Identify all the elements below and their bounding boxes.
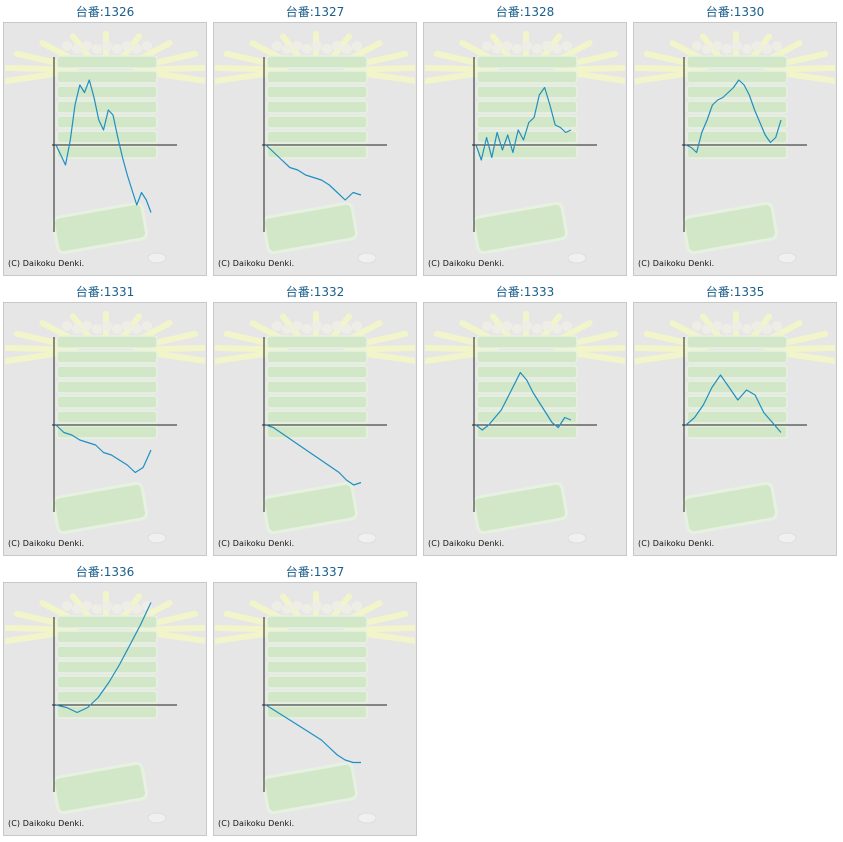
chart-frame: (C) Daikoku Denki. (3, 302, 207, 556)
chart-svg (635, 31, 835, 264)
watermark (635, 311, 835, 544)
chart-title[interactable]: 台番:1330 (705, 5, 765, 19)
series-line (475, 86, 572, 161)
watermark (425, 31, 625, 264)
copyright-text: (C) Daikoku Denki. (428, 259, 505, 268)
series-line (55, 424, 152, 474)
chart-frame: (C) Daikoku Denki. (213, 22, 417, 276)
watermark (425, 311, 625, 544)
chart-title[interactable]: 台番:1328 (495, 5, 555, 19)
copyright-text: (C) Daikoku Denki. (638, 539, 715, 548)
chart-frame: (C) Daikoku Denki. (3, 22, 207, 276)
chart-svg (215, 31, 415, 264)
copyright-text: (C) Daikoku Denki. (428, 539, 505, 548)
chart-title[interactable]: 台番:1337 (285, 565, 345, 579)
chart-frame: (C) Daikoku Denki. (633, 22, 837, 276)
watermark (215, 311, 415, 544)
chart-svg (5, 31, 205, 264)
series-line (685, 374, 782, 433)
chart-title[interactable]: 台番:1326 (75, 5, 135, 19)
watermark (5, 591, 205, 824)
chart-frame: (C) Daikoku Denki. (423, 22, 627, 276)
series-line (265, 704, 361, 764)
chart-svg (5, 311, 205, 544)
series-line (475, 371, 572, 431)
chart-svg (425, 311, 625, 544)
watermark (5, 31, 205, 264)
chart-frame: (C) Daikoku Denki. (213, 582, 417, 836)
copyright-text: (C) Daikoku Denki. (8, 259, 85, 268)
copyright-text: (C) Daikoku Denki. (8, 539, 85, 548)
chart-frame: (C) Daikoku Denki. (633, 302, 837, 556)
copyright-text: (C) Daikoku Denki. (218, 259, 295, 268)
series-line (685, 79, 782, 154)
copyright-text: (C) Daikoku Denki. (218, 819, 295, 828)
chart-svg (5, 591, 205, 824)
chart-svg (425, 31, 625, 264)
chart-frame: (C) Daikoku Denki. (213, 302, 417, 556)
chart-frame: (C) Daikoku Denki. (423, 302, 627, 556)
series-line (265, 424, 362, 486)
chart-title[interactable]: 台番:1327 (285, 5, 345, 19)
series-line (55, 79, 152, 213)
watermark (215, 31, 415, 264)
chart-svg (215, 591, 415, 824)
copyright-text: (C) Daikoku Denki. (218, 539, 295, 548)
copyright-text: (C) Daikoku Denki. (638, 259, 715, 268)
chart-svg (215, 311, 415, 544)
chart-title[interactable]: 台番:1336 (75, 565, 135, 579)
chart-svg (635, 311, 835, 544)
chart-frame: (C) Daikoku Denki. (3, 582, 207, 836)
watermark (5, 311, 205, 544)
chart-title[interactable]: 台番:1332 (285, 285, 345, 299)
watermark (635, 31, 835, 264)
watermark (215, 591, 415, 824)
copyright-text: (C) Daikoku Denki. (8, 819, 85, 828)
series-line (265, 144, 362, 201)
chart-title[interactable]: 台番:1333 (495, 285, 555, 299)
chart-title[interactable]: 台番:1335 (705, 285, 765, 299)
series-line (55, 602, 152, 714)
chart-title[interactable]: 台番:1331 (75, 285, 135, 299)
